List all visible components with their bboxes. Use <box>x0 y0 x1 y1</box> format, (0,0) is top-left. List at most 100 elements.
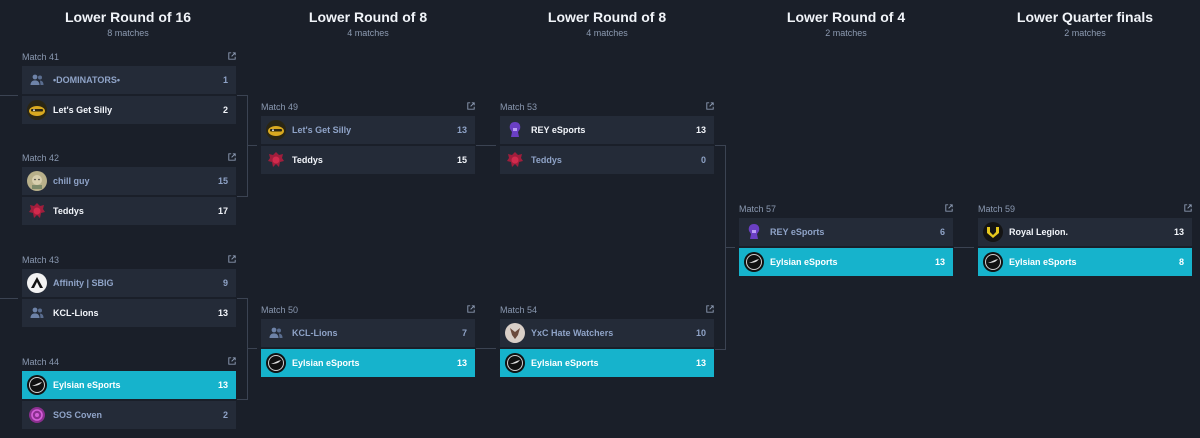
team-score: 13 <box>217 308 228 318</box>
match-card[interactable]: Match 43 Affinity | SBIG 9 KCL-Lions 13 <box>22 255 236 327</box>
team-row[interactable]: Teddys 15 <box>261 146 475 174</box>
bracket-connector <box>0 298 18 299</box>
external-link-icon[interactable] <box>706 102 714 110</box>
affinity-logo <box>27 273 47 293</box>
team-row[interactable]: Let's Get Silly 13 <box>261 116 475 144</box>
team-row[interactable]: KCL-Lions 7 <box>261 319 475 347</box>
team-score: 7 <box>461 328 467 338</box>
chill-guy-logo <box>27 171 47 191</box>
team-row[interactable]: YxC Hate Watchers 10 <box>500 319 714 347</box>
bracket-connector <box>247 145 257 146</box>
team-name: Affinity | SBIG <box>53 278 114 288</box>
team-row[interactable]: REY eSports 6 <box>739 218 953 246</box>
team-row[interactable]: Eylsian eSports 13 <box>22 371 236 399</box>
external-link-icon[interactable] <box>228 153 236 161</box>
yxc-logo <box>505 323 525 343</box>
match-card[interactable]: Match 44 Eylsian eSports 13 SOS Coven 2 <box>22 357 236 429</box>
round-header: Lower Round of 8 4 matches <box>497 8 717 39</box>
teddys-logo <box>505 150 525 170</box>
team-row[interactable]: Teddys 17 <box>22 197 236 225</box>
external-link-icon[interactable] <box>945 204 953 212</box>
match-card[interactable]: Match 53 REY eSports 13 Teddys 0 <box>500 102 714 174</box>
team-row[interactable]: chill guy 15 <box>22 167 236 195</box>
external-link-icon[interactable] <box>467 305 475 313</box>
team-score: 1 <box>222 75 228 85</box>
team-row[interactable]: Affinity | SBIG 9 <box>22 269 236 297</box>
team-score: 0 <box>700 155 706 165</box>
eylsian-logo <box>983 252 1003 272</box>
team-score: 13 <box>695 125 706 135</box>
team-name: SOS Coven <box>53 410 103 420</box>
team-name: Royal Legion. <box>1009 227 1069 237</box>
round-title: Lower Round of 8 <box>547 9 667 25</box>
eylsian-logo <box>266 353 286 373</box>
eylsian-logo <box>744 252 764 272</box>
teddys-logo <box>27 201 47 221</box>
team-name: Let's Get Silly <box>292 125 352 135</box>
match-card[interactable]: Match 49 Let's Get Silly 13 Teddys 15 <box>261 102 475 174</box>
team-row[interactable]: Eylsian eSports 13 <box>261 349 475 377</box>
match-label: Match 43 <box>22 255 60 265</box>
external-link-icon[interactable] <box>706 305 714 313</box>
round-subtitle: 4 matches <box>347 28 389 38</box>
rey-logo <box>744 222 764 242</box>
team-name: Eylsian eSports <box>1009 257 1077 267</box>
team-score: 10 <box>695 328 706 338</box>
team-name: Let's Get Silly <box>53 105 113 115</box>
sos-logo <box>27 405 47 425</box>
team-name: REY eSports <box>770 227 825 237</box>
team-name: •DOMINATORS• <box>53 75 120 85</box>
team-score: 15 <box>217 176 228 186</box>
external-link-icon[interactable] <box>228 357 236 365</box>
external-link-icon[interactable] <box>467 102 475 110</box>
match-label: Match 44 <box>22 357 60 367</box>
bracket-connector <box>237 95 248 197</box>
team-row[interactable]: Royal Legion. 13 <box>978 218 1192 246</box>
team-row[interactable]: Eylsian eSports 13 <box>739 248 953 276</box>
team-score: 13 <box>934 257 945 267</box>
match-card[interactable]: Match 57 REY eSports 6 Eylsian eSports 1… <box>739 204 953 276</box>
bracket-connector <box>725 247 735 248</box>
team-score: 9 <box>222 278 228 288</box>
round-title: Lower Round of 8 <box>308 9 428 25</box>
team-row[interactable]: SOS Coven 2 <box>22 401 236 429</box>
team-score: 13 <box>695 358 706 368</box>
match-card[interactable]: Match 50 KCL-Lions 7 Eylsian eSports 13 <box>261 305 475 377</box>
team-score: 2 <box>222 105 228 115</box>
team-row[interactable]: REY eSports 13 <box>500 116 714 144</box>
team-score: 13 <box>217 380 228 390</box>
team-name: Eylsian eSports <box>292 358 360 368</box>
external-link-icon[interactable] <box>228 52 236 60</box>
team-row[interactable]: Eylsian eSports 8 <box>978 248 1192 276</box>
team-score: 13 <box>456 125 467 135</box>
match-card[interactable]: Match 59 Royal Legion. 13 Eylsian eSport… <box>978 204 1192 276</box>
team-row[interactable]: KCL-Lions 13 <box>22 299 236 327</box>
round-title: Lower Round of 16 <box>65 9 191 25</box>
match-label: Match 49 <box>261 102 299 112</box>
team-name: Teddys <box>53 206 84 216</box>
match-card[interactable]: Match 54 YxC Hate Watchers 10 Eylsian eS… <box>500 305 714 377</box>
external-link-icon[interactable] <box>228 255 236 263</box>
match-label: Match 41 <box>22 52 60 62</box>
bracket-connector <box>476 145 496 146</box>
team-row[interactable]: Eylsian eSports 13 <box>500 349 714 377</box>
royal-legion-logo <box>983 222 1003 242</box>
bracket-connector <box>476 348 496 349</box>
match-card[interactable]: Match 41 •DOMINATORS• 1 Let's Get Silly … <box>22 52 236 124</box>
match-label: Match 42 <box>22 153 60 163</box>
round-subtitle: 8 matches <box>107 28 149 38</box>
rey-logo <box>505 120 525 140</box>
teddys-logo <box>266 150 286 170</box>
round-header: Lower Round of 16 8 matches <box>18 8 238 39</box>
team-row[interactable]: Let's Get Silly 2 <box>22 96 236 124</box>
team-row[interactable]: •DOMINATORS• 1 <box>22 66 236 94</box>
team-name: KCL-Lions <box>292 328 338 338</box>
team-name: KCL-Lions <box>53 308 99 318</box>
match-card[interactable]: Match 42 chill guy 15 Teddys 17 <box>22 153 236 225</box>
external-link-icon[interactable] <box>1184 204 1192 212</box>
silly-logo <box>266 120 286 140</box>
team-row[interactable]: Teddys 0 <box>500 146 714 174</box>
team-score: 17 <box>217 206 228 216</box>
round-subtitle: 4 matches <box>586 28 628 38</box>
match-label: Match 54 <box>500 305 538 315</box>
